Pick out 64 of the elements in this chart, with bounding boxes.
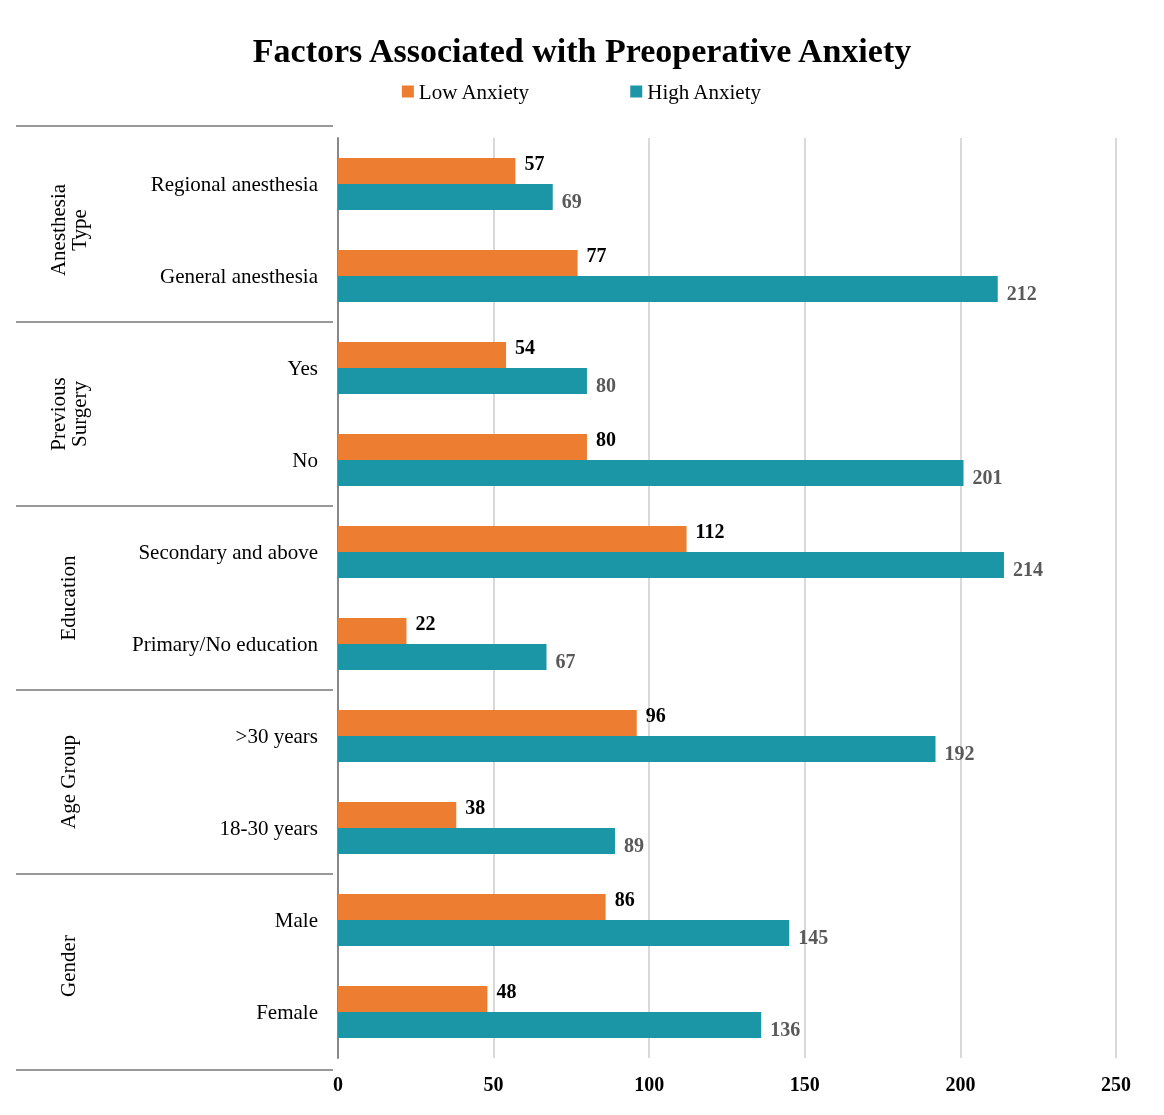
text: Gender — [56, 935, 80, 997]
data-label: 212 — [1006, 282, 1037, 304]
bar — [338, 710, 637, 736]
bar — [338, 184, 553, 210]
text: Previous Surgery — [45, 377, 91, 451]
data-label: 54 — [515, 336, 536, 358]
bar — [338, 250, 578, 276]
bar — [338, 158, 516, 184]
bar — [338, 434, 587, 460]
x-tick-label: 100 — [634, 1073, 665, 1095]
y-tick-label: Male — [274, 908, 318, 932]
bar — [338, 276, 998, 302]
y-tick-label: >30 years — [235, 724, 318, 748]
data-label: 80 — [595, 374, 616, 396]
text: Age Group — [56, 735, 80, 829]
y-tick-label: No — [292, 448, 318, 472]
data-label: 89 — [623, 834, 644, 856]
bar — [338, 894, 606, 920]
y-tick-label: Primary/No education — [131, 632, 319, 656]
x-tick-label: 0 — [333, 1073, 343, 1095]
data-label: 69 — [561, 190, 582, 212]
data-label: 86 — [614, 888, 635, 910]
data-label: 112 — [695, 520, 725, 542]
data-label: 136 — [770, 1018, 801, 1040]
x-tick-label: 50 — [483, 1073, 504, 1095]
data-label: 96 — [645, 704, 666, 726]
data-label: 214 — [1012, 558, 1043, 580]
bar — [338, 368, 587, 394]
data-label: 38 — [465, 796, 486, 818]
y-tick-label: Regional anesthesia — [150, 172, 319, 196]
x-tick-label: 200 — [945, 1073, 976, 1095]
bar — [338, 460, 964, 486]
text: Anesthesia Type — [45, 183, 91, 277]
data-label: 48 — [496, 980, 517, 1002]
bar — [338, 618, 407, 644]
bar — [338, 736, 936, 762]
y-tick-label: Secondary and above — [138, 540, 318, 564]
y-tick-label: General anesthesia — [159, 264, 319, 288]
bar — [338, 342, 507, 368]
data-label: 77 — [586, 244, 607, 266]
data-label: 22 — [415, 612, 436, 634]
chart-title: Factors Associated with Preoperative Anxiety — [252, 31, 912, 69]
bar — [338, 526, 687, 552]
data-label: 67 — [555, 650, 576, 672]
bar — [338, 552, 1004, 578]
bar — [338, 986, 488, 1012]
data-label: 80 — [595, 428, 616, 450]
data-label: 145 — [798, 926, 829, 948]
bar — [338, 828, 615, 854]
y-tick-label: Yes — [287, 356, 318, 380]
bar — [338, 1012, 762, 1038]
text: Education — [56, 554, 80, 641]
x-tick-label: 150 — [789, 1073, 820, 1095]
legend-label: High Anxiety — [647, 79, 762, 104]
y-tick-label: Female — [256, 1000, 318, 1024]
bar — [338, 802, 457, 828]
data-label: 201 — [972, 466, 1003, 488]
legend-label: Low Anxiety — [418, 79, 530, 104]
bar — [338, 920, 790, 946]
y-tick-label: 18-30 years — [219, 816, 318, 840]
data-label: 57 — [524, 152, 545, 174]
data-label: 192 — [944, 742, 975, 764]
x-tick-label: 250 — [1101, 1073, 1131, 1095]
bar — [338, 644, 547, 670]
